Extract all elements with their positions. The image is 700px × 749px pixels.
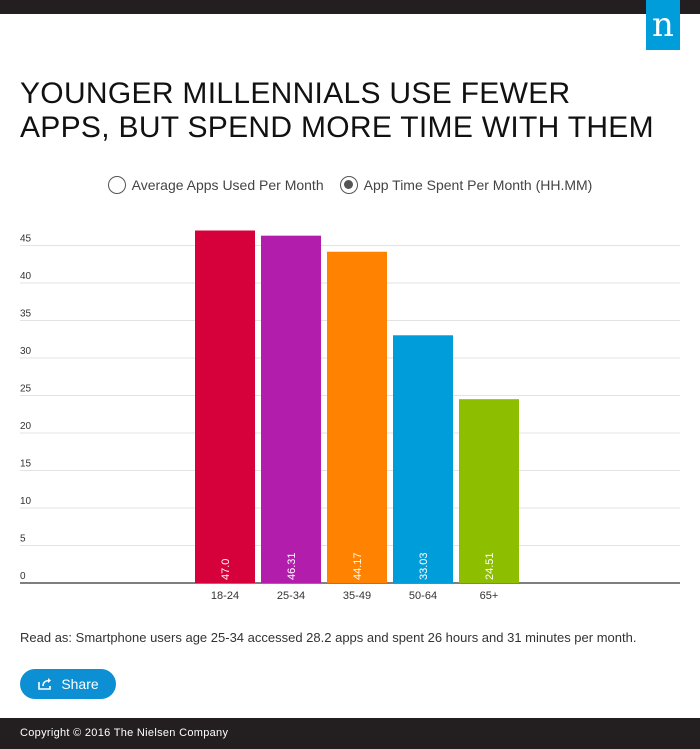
share-button[interactable]: Share bbox=[20, 669, 116, 699]
y-tick-label: 15 bbox=[20, 459, 32, 470]
y-tick-label: 30 bbox=[20, 346, 32, 357]
chart-title: YOUNGER MILLENNIALS USE FEWER APPS, BUT … bbox=[20, 77, 654, 144]
data-label: 44.17 bbox=[352, 552, 364, 580]
data-label: 33.03 bbox=[418, 552, 430, 580]
data-label: 47.0 bbox=[220, 559, 232, 580]
y-tick-label: 0 bbox=[20, 571, 26, 582]
share-label: Share bbox=[61, 676, 99, 692]
radio-unchecked-icon[interactable] bbox=[107, 176, 126, 194]
bar bbox=[261, 235, 321, 584]
x-tick-label: 35-49 bbox=[343, 590, 371, 602]
legend-option-time-spent[interactable]: App Time Spent Per Month (HH.MM) bbox=[339, 176, 593, 194]
nielsen-logo: n bbox=[646, 0, 680, 50]
y-tick-label: 10 bbox=[20, 496, 32, 507]
bar bbox=[393, 335, 453, 583]
footer: Copyright © 2016 The Nielsen Company bbox=[0, 718, 700, 749]
top-bar bbox=[0, 0, 700, 14]
y-tick-label: 35 bbox=[20, 309, 32, 320]
x-tick-label: 65+ bbox=[480, 590, 499, 602]
data-label: 46.31 bbox=[286, 552, 298, 580]
legend-label-time-spent: App Time Spent Per Month (HH.MM) bbox=[363, 177, 593, 193]
bar bbox=[327, 251, 387, 583]
read-as-note: Read as: Smartphone users age 25-34 acce… bbox=[20, 630, 637, 645]
x-tick-label: 50-64 bbox=[409, 590, 437, 602]
x-tick-label: 25-34 bbox=[277, 590, 305, 602]
y-tick-label: 40 bbox=[20, 271, 32, 282]
legend-option-average-apps[interactable]: Average Apps Used Per Month bbox=[107, 176, 324, 194]
metric-selector: Average Apps Used Per Month App Time Spe… bbox=[0, 170, 700, 200]
copyright-text: Copyright © 2016 The Nielsen Company bbox=[20, 727, 229, 739]
bar-chart: 0 5 10 15 20 25 30 35 40 45 47.0 18-24 46.31 25-34 44.… bbox=[20, 230, 680, 602]
x-tick-label: 18-24 bbox=[211, 590, 239, 602]
y-tick-label: 45 bbox=[20, 234, 32, 245]
bar bbox=[195, 230, 255, 583]
y-tick-label: 25 bbox=[20, 384, 32, 395]
legend-label-average-apps: Average Apps Used Per Month bbox=[131, 177, 324, 193]
data-label: 24.51 bbox=[484, 552, 496, 580]
y-tick-label: 20 bbox=[20, 421, 32, 432]
radio-checked-icon[interactable] bbox=[339, 176, 358, 194]
share-icon bbox=[38, 678, 52, 690]
bar bbox=[459, 399, 519, 583]
y-tick-label: 5 bbox=[20, 534, 26, 545]
